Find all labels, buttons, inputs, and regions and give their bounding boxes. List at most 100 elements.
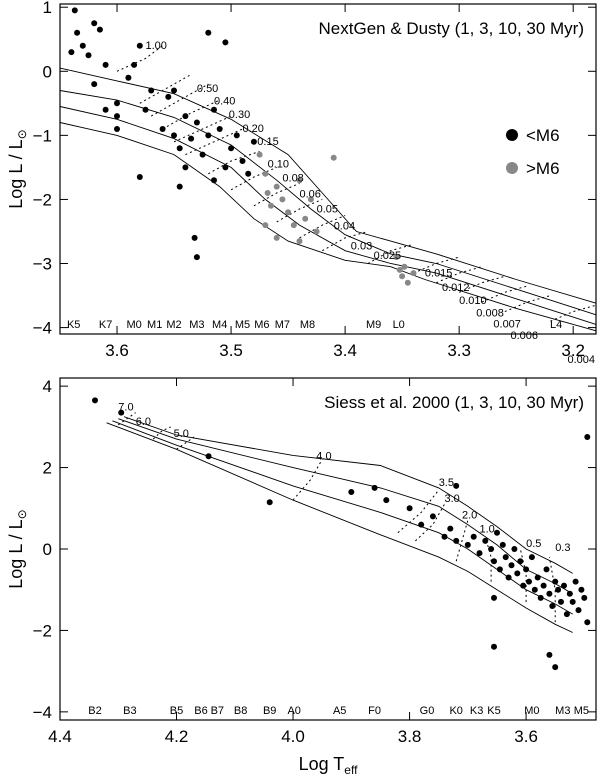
data-point [534, 574, 541, 581]
isochrones [59, 67, 597, 332]
data-point [488, 546, 495, 552]
data-point [125, 74, 132, 81]
data-point [517, 558, 524, 565]
spectral-type-label: F0 [368, 705, 381, 717]
mass-track [519, 548, 527, 602]
x-tick-label: 3.4 [333, 341, 357, 360]
mass-label: 4.0 [316, 450, 331, 462]
data-point [505, 574, 512, 581]
data-point [502, 554, 509, 561]
data-point [182, 113, 189, 120]
data-point [348, 489, 355, 495]
x-tick-label: 3.3 [447, 341, 471, 360]
spectral-type-label: M5 [235, 319, 250, 331]
mass-track [253, 182, 300, 207]
data-point [508, 562, 515, 569]
x-tick-label: 3.6 [514, 727, 538, 746]
data-point [188, 135, 195, 142]
data-point [176, 183, 183, 190]
data-point [118, 409, 125, 416]
data-point [496, 566, 503, 573]
data-point [102, 61, 109, 68]
data-point [383, 497, 390, 504]
plot-frame [59, 3, 597, 335]
y-tick-label: 4 [43, 377, 52, 396]
spectral-type-label: M7 [275, 319, 290, 331]
spectral-type-label: M0 [126, 319, 141, 331]
data-point [410, 270, 417, 277]
spectral-type-label: M5 [574, 705, 589, 717]
mass-label: 0.05 [317, 203, 338, 215]
data-point [79, 42, 86, 49]
spectral-type-labels: K5 K7 M0 M1 M2 M3 M4 M5 M6 M7 M8 M9 L0 L4 [67, 319, 562, 331]
data-point [266, 499, 273, 506]
mass-label: 3.0 [445, 493, 460, 505]
data-point [171, 87, 177, 94]
data-point [528, 554, 535, 561]
data-point [396, 266, 403, 273]
data-point [330, 154, 337, 161]
mass-track [413, 256, 460, 274]
mass-track [550, 304, 597, 322]
mass-track [504, 295, 551, 313]
spectral-type-label: M9 [366, 319, 381, 331]
legend-marker-gt-m6 [506, 162, 518, 174]
data-point [313, 228, 320, 235]
data-point [68, 49, 75, 56]
data-point [114, 100, 120, 107]
data-point [256, 151, 263, 158]
mass-label: 0.40 [214, 96, 235, 108]
data-point [371, 484, 378, 491]
mass-label: 3.5 [439, 477, 454, 489]
mass-track [548, 557, 556, 623]
x-tick-label: 3.6 [105, 341, 129, 360]
data-point [537, 594, 544, 601]
spectral-type-label: B2 [88, 705, 101, 717]
y-tick-label: −2 [33, 621, 52, 640]
mass-label: 0.3 [555, 542, 570, 554]
x-tick-label: 4.0 [281, 727, 305, 746]
data-point [96, 26, 103, 33]
data-point [193, 254, 200, 261]
axis-ticks: 3.6 3.5 3.4 3.3 3.2 1 0 −1 −2 −3 −4 [33, 0, 596, 360]
isochrone-3 [112, 420, 573, 615]
data-point [491, 643, 497, 650]
data-point [205, 29, 212, 36]
data-point [546, 590, 553, 597]
data-point [558, 598, 564, 605]
data-point [182, 164, 189, 171]
x-axis-title: Log Teff [299, 754, 358, 777]
data-point [296, 238, 303, 245]
mass-label: 0.15 [257, 136, 278, 148]
isochrone-2 [118, 418, 573, 595]
data-point [222, 164, 229, 171]
data-point [273, 183, 280, 190]
data-point [211, 106, 217, 113]
mass-tracks [116, 45, 597, 322]
y-tick-label: −4 [33, 703, 52, 722]
data-point [171, 132, 177, 139]
data-point [199, 151, 206, 158]
x-axis-title-text: Log T [299, 754, 345, 774]
data-point [476, 550, 483, 557]
spectral-type-label: B5 [170, 705, 183, 717]
isochrone-4 [106, 422, 573, 633]
mass-track [436, 266, 483, 284]
data-point [92, 397, 98, 404]
spectral-type-label: A0 [287, 705, 300, 717]
panel-title: NextGen & Dusty (1, 3, 10, 30 Myr) [319, 19, 584, 38]
data-point [216, 126, 223, 132]
data-point [572, 578, 579, 585]
spectral-type-label: M1 [147, 319, 162, 331]
x-axis-title-subscript: eff [344, 763, 358, 777]
svg-text:Log L / L⊙: Log L / L⊙ [6, 129, 29, 208]
data-point [193, 119, 200, 126]
data-point [102, 106, 109, 113]
data-point [520, 582, 527, 589]
mass-track [455, 520, 469, 562]
data-point [514, 570, 521, 577]
y-axis-title: Log L / L⊙ [6, 509, 29, 588]
panel-bottom-siess: 7.06.05.04.03.53.02.01.00.5 0.3 B2 B3 B5 B6 B… [6, 377, 597, 777]
data-point [552, 578, 559, 585]
